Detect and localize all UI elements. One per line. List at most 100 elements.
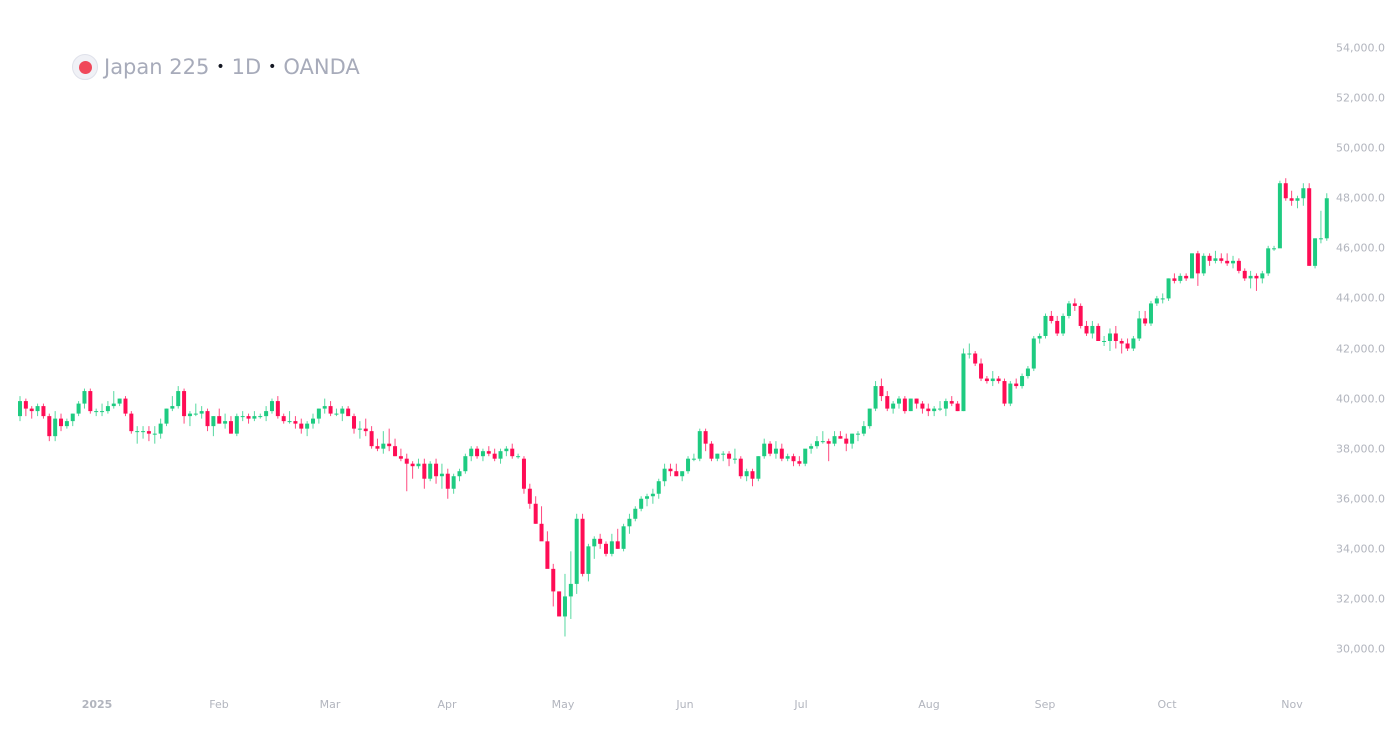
time-tick-label: 2025 [81,698,113,711]
bearish-candle [551,563,556,607]
candlestick-plot[interactable] [0,0,1330,690]
bullish-candle [715,453,720,462]
broker-label: OANDA [283,55,360,79]
bullish-candle [1201,253,1206,276]
bearish-candle [920,401,925,414]
bearish-candle [123,396,128,417]
bearish-candle [1096,323,1101,341]
bearish-candle [826,438,831,462]
bullish-candle [1178,273,1183,284]
bullish-candle [311,413,315,429]
bullish-candle [223,413,228,429]
bullish-candle [357,421,362,439]
price-tick-label: 46,000.0 [1336,241,1385,255]
bearish-candle [1307,183,1312,266]
bearish-candle [246,413,251,424]
bearish-candle [926,403,931,417]
bearish-candle [1084,320,1089,336]
bullish-candle [1301,183,1306,206]
bullish-candle [305,421,310,437]
bearish-candle [363,418,368,437]
bearish-candle [375,438,380,452]
bearish-candle [1072,298,1077,311]
bearish-candle [668,463,673,477]
bearish-candle [955,401,960,412]
time-tick-label: Mar [319,698,341,711]
bullish-candle [662,463,667,487]
bullish-candle [1008,381,1013,407]
bullish-candle [193,403,198,417]
price-tick-label: 30,000.0 [1336,642,1385,656]
bullish-candle [814,436,819,449]
bearish-candle [434,458,439,484]
time-tick-label: Jun [676,698,694,711]
bullish-candle [152,426,157,444]
bullish-candle [820,431,825,444]
legend-title: Japan 225 • 1D • OANDA [104,55,360,79]
bearish-candle [1254,273,1259,291]
bearish-candle [750,468,755,487]
bullish-candle [1020,373,1025,389]
bullish-candle [850,433,855,449]
bearish-candle [838,431,843,439]
bearish-candle [1113,325,1118,349]
bearish-candle [1002,378,1007,407]
bearish-candle [533,496,538,524]
bearish-candle [346,406,351,417]
bullish-candle [1131,335,1136,352]
bullish-candle [1107,328,1112,352]
bullish-candle [656,478,661,499]
bullish-candle [873,381,878,412]
bearish-candle [844,433,849,452]
bullish-candle [70,413,75,427]
price-axis[interactable]: 54,000.0 52,000.0 50,000.0 48,000.0 46,000.0… [1330,0,1400,690]
bearish-candle [1172,273,1177,284]
price-tick-label: 52,000.0 [1336,91,1385,105]
bullish-candle [943,398,948,417]
bullish-candle [1266,245,1271,276]
bearish-candle [727,451,732,467]
price-tick-label: 48,000.0 [1336,191,1385,205]
bearish-candle [422,458,427,489]
bearish-candle [1195,250,1200,286]
bullish-candle [64,418,69,429]
bullish-candle [1272,245,1277,251]
bullish-candle [135,426,140,444]
bearish-candle [281,413,286,424]
bullish-candle [744,468,749,482]
bullish-candle [867,408,872,429]
bearish-candle [398,448,403,462]
price-tick-label: 50,000.0 [1336,141,1385,155]
bearish-candle [879,378,884,402]
bearish-candle [146,426,151,442]
bullish-candle [1318,210,1323,244]
separator: • [268,59,277,75]
bullish-candle [762,438,767,459]
bullish-candle [568,551,573,619]
bearish-candle [738,456,743,479]
bullish-candle [463,453,468,474]
price-tick-label: 32,000.0 [1336,592,1385,606]
interval-label[interactable]: 1D [231,55,262,79]
bearish-candle [545,531,550,569]
time-tick-label: Apr [437,698,457,711]
time-tick-label: Aug [918,698,940,711]
bullish-candle [967,343,972,359]
bullish-candle [141,426,146,439]
time-axis[interactable]: 2025 Feb Mar Apr May Jun Jul Aug Sep Oct Nov [0,690,1330,720]
bearish-candle [88,388,93,414]
bearish-candle [768,441,773,457]
bullish-candle [633,506,638,522]
bullish-candle [1160,293,1165,304]
symbol-name[interactable]: Japan 225 [104,55,210,79]
bullish-candle [680,471,685,482]
bullish-candle [897,396,901,409]
time-tick-label: Feb [209,698,229,711]
bearish-candle [29,406,34,419]
price-tick-label: 54,000.0 [1336,41,1385,55]
bearish-candle [1055,315,1060,336]
time-tick-label: May [551,698,575,711]
bearish-candle [369,426,374,449]
bearish-candle [779,443,784,462]
bullish-candle [199,406,204,419]
